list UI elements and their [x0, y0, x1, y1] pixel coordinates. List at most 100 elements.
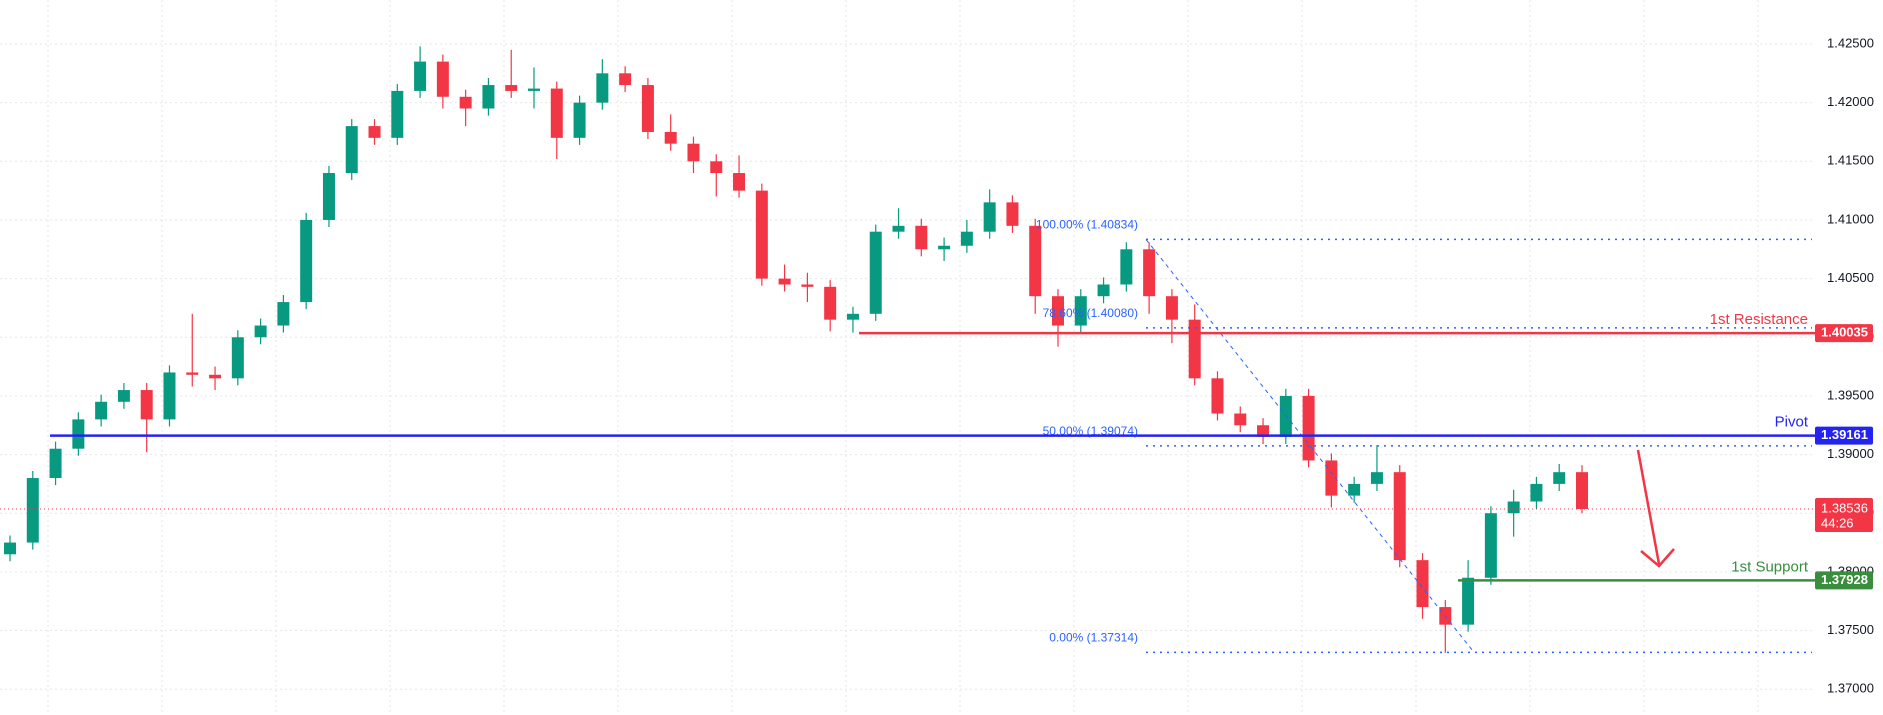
candle-body — [1279, 395, 1292, 437]
y-tick-label: 1.42500 — [1827, 35, 1874, 50]
candle-body — [277, 302, 290, 326]
candle-body — [938, 245, 951, 250]
candle-body — [892, 225, 905, 232]
candle-body — [345, 126, 358, 174]
candle-body — [117, 390, 130, 402]
candle-body — [1257, 425, 1270, 437]
candle-body — [1006, 202, 1019, 226]
level-name: 1st Resistance — [1710, 311, 1808, 328]
candle-body — [778, 278, 791, 285]
candle-body — [1462, 577, 1475, 625]
candle-body — [1165, 296, 1178, 320]
candle-body — [687, 143, 700, 162]
level-name: Pivot — [1775, 414, 1809, 431]
candle-body — [254, 325, 267, 338]
candle-body — [710, 161, 723, 174]
candle-body — [983, 202, 996, 232]
candle-body — [573, 102, 586, 138]
plot-area: 100.00% (1.40834)78.60% (1.40080)50.00% … — [0, 46, 1815, 654]
candle-body — [1097, 284, 1110, 297]
forecast-arrow — [1636, 449, 1661, 565]
candle-body — [641, 85, 654, 132]
fib-level-label: 78.60% (1.40080) — [1043, 306, 1138, 320]
candle-body — [824, 286, 837, 320]
y-tick-label: 1.39500 — [1827, 387, 1874, 402]
candle-body — [1348, 483, 1361, 496]
candle-body — [391, 90, 404, 138]
candle-body — [755, 190, 768, 279]
candle-body — [1302, 395, 1315, 461]
candle-body — [482, 85, 495, 109]
current-price-tag — [1815, 498, 1873, 533]
candle-body — [140, 390, 153, 420]
fib-level-label: 0.00% (1.37314) — [1049, 631, 1138, 645]
candle-body — [368, 126, 381, 138]
candle-body — [4, 542, 16, 555]
candle-body — [300, 219, 313, 303]
y-tick-label: 1.37500 — [1827, 622, 1874, 637]
candle-body — [528, 88, 540, 91]
candle-body — [1416, 560, 1429, 608]
y-tick-label: 1.40500 — [1827, 270, 1874, 285]
candle-body — [1234, 413, 1247, 426]
price-axis: 1.370001.375001.380001.385001.390001.395… — [1815, 35, 1874, 696]
current-price-label: 1.38536 — [1821, 500, 1868, 515]
y-tick-label: 1.42000 — [1827, 94, 1874, 109]
candle-body — [869, 231, 882, 314]
candle-body — [1530, 483, 1543, 502]
countdown-label: 44:26 — [1821, 515, 1854, 530]
candle-body — [1484, 513, 1497, 578]
level-tag — [1815, 571, 1873, 590]
candle-body — [231, 337, 244, 379]
level-tag — [1815, 426, 1873, 445]
candle-body — [1074, 296, 1087, 326]
candle-body — [49, 448, 62, 479]
level-tag-label: 1.40035 — [1821, 325, 1868, 340]
candle-body — [1120, 249, 1133, 285]
candle-body — [436, 61, 449, 97]
candle-body — [1143, 249, 1156, 297]
candle-body — [733, 173, 746, 191]
candle-body — [1325, 460, 1338, 496]
candle-body — [915, 225, 928, 250]
fib-level-label: 100.00% (1.40834) — [1036, 218, 1138, 232]
candle-body — [209, 374, 222, 379]
candle-body — [1052, 296, 1064, 326]
candle-body — [1553, 472, 1566, 484]
candle-body — [550, 88, 563, 138]
y-tick-label: 1.41000 — [1827, 211, 1874, 226]
level-tag-label: 1.37928 — [1821, 572, 1868, 587]
candle-body — [26, 478, 39, 543]
level-tag — [1815, 324, 1873, 343]
candle-body — [846, 313, 859, 320]
level-name: 1st Support — [1731, 558, 1809, 575]
candle-body — [619, 73, 632, 86]
candle-body — [414, 61, 427, 91]
candle-body — [1507, 501, 1520, 514]
y-tick-label: 1.37000 — [1827, 681, 1874, 696]
candle-body — [322, 173, 335, 220]
candle-body — [1188, 319, 1201, 379]
y-tick-label: 1.39000 — [1827, 446, 1874, 461]
candle-body — [1370, 472, 1383, 484]
candle-body — [186, 372, 199, 375]
candle-body — [72, 419, 85, 449]
candle-body — [596, 73, 609, 103]
candle-body — [801, 284, 814, 287]
candle-body — [95, 401, 108, 420]
grid — [0, 0, 1815, 715]
candle-body — [163, 372, 176, 420]
candle-body — [1211, 378, 1224, 414]
candle-body — [960, 231, 973, 246]
candle-body — [505, 85, 518, 91]
candle-body — [664, 131, 677, 144]
candle-body — [1029, 225, 1042, 297]
y-tick-label: 1.41500 — [1827, 153, 1874, 168]
candle-body — [1576, 472, 1588, 510]
level-tag-label: 1.39161 — [1821, 427, 1868, 442]
candle-body — [459, 96, 472, 109]
forecast-arrow-head — [1640, 548, 1675, 568]
candle-body — [1393, 472, 1406, 561]
